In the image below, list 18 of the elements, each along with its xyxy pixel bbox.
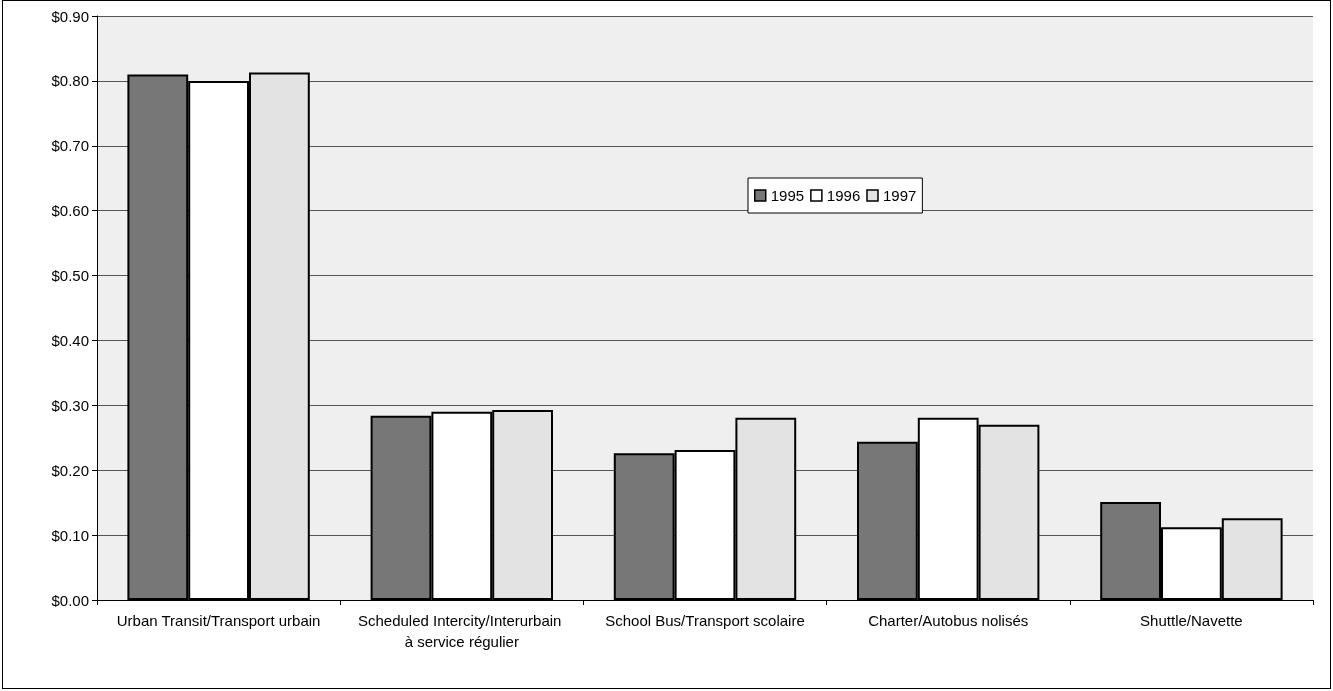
y-tick-label: $0.20	[51, 461, 89, 479]
y-tick-label: $0.90	[51, 7, 89, 25]
x-tick-label: Shuttle/Navette	[1140, 612, 1243, 629]
x-tick-label: Urban Transit/Transport urbain	[116, 612, 321, 629]
x-tick-label: Scheduled Intercity/Interurbain à service régulier	[357, 612, 566, 650]
x-tick-label: School Bus/Transport scolaire	[605, 612, 805, 629]
y-tick-label: $0.30	[51, 396, 89, 414]
legend-label: 1997	[882, 187, 917, 204]
legend-label: 1995	[770, 187, 805, 204]
y-tick-label: $0.50	[51, 267, 89, 285]
y-tick-label: $0.70	[51, 137, 89, 155]
x-tick-label: Charter/Autobus nolisés	[868, 612, 1029, 629]
y-tick-label: $0.00	[51, 591, 89, 609]
y-tick-label: $0.80	[51, 72, 89, 90]
y-tick-label: $0.40	[51, 331, 89, 349]
y-tick-label: $0.60	[51, 202, 89, 220]
legend-label: 1996	[826, 187, 861, 204]
y-tick-label: $0.10	[51, 526, 89, 544]
